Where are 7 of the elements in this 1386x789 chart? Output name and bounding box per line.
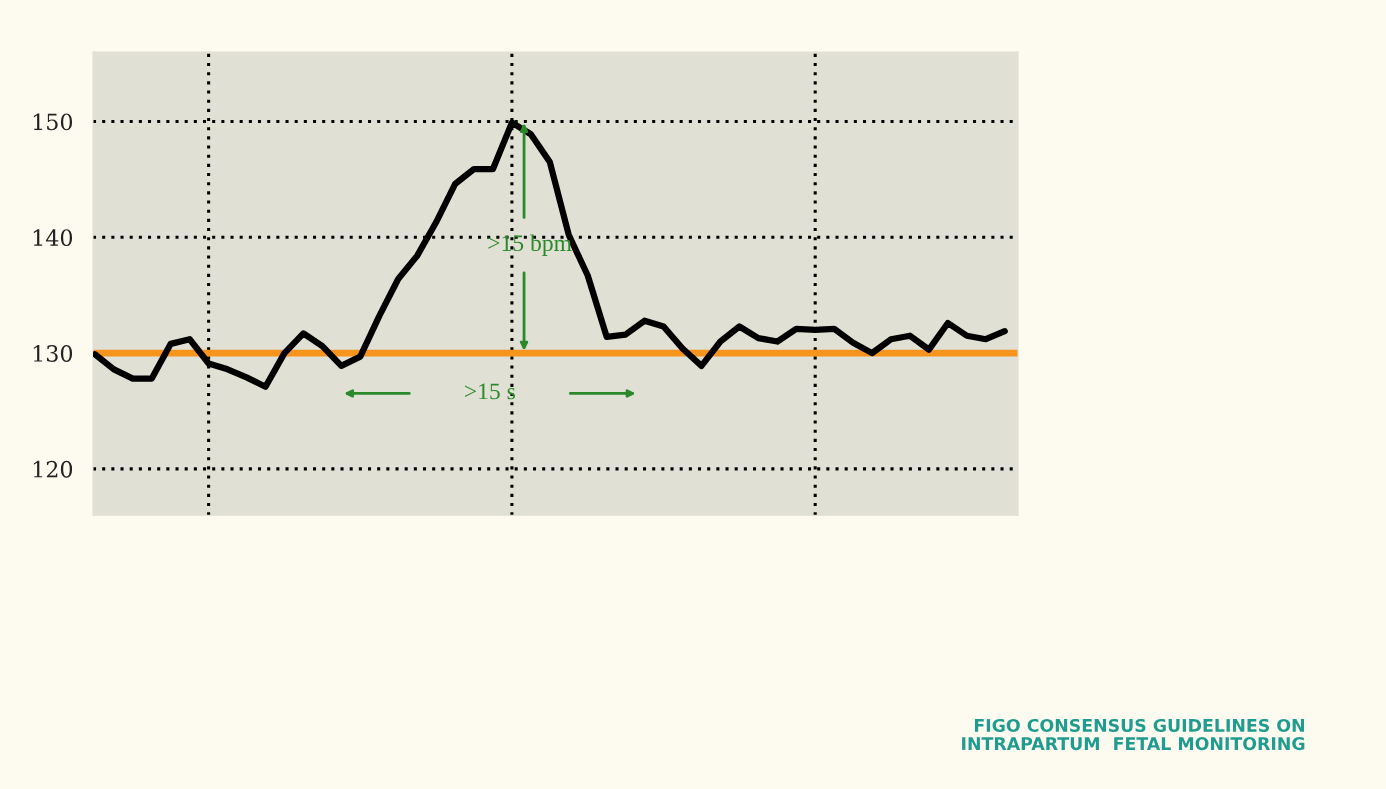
y-tick-label: 150: [33, 113, 73, 131]
text: FIGO CONSENSUS GUIDELINES ON INTRAPARTUM FETAL MONITORING: [962, 718, 1305, 751]
annotation: >15 bpm: [488, 234, 572, 256]
y-tick-label: 130: [33, 345, 73, 362]
y-tick-label: 140: [33, 229, 73, 247]
annotation: >15 s: [465, 383, 515, 400]
y-tick-label: 120: [33, 460, 73, 478]
